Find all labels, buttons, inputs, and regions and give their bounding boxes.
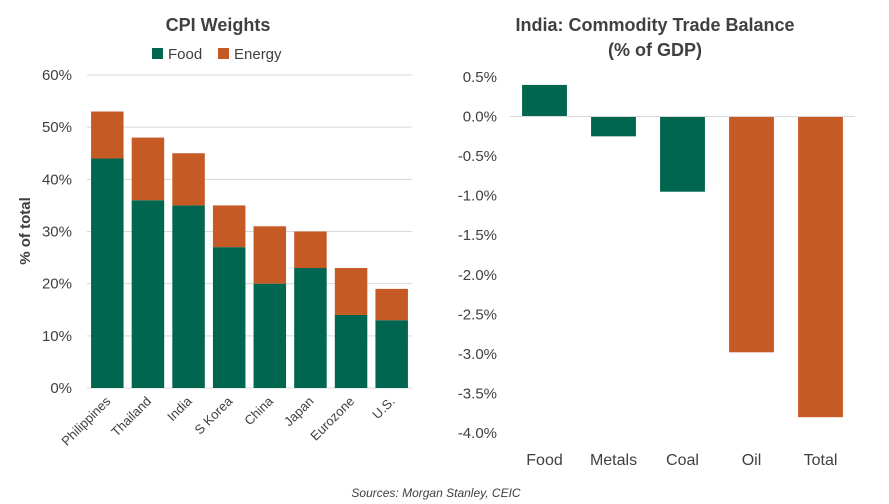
left-y-tick-label: 0%: [50, 380, 72, 397]
left-x-tick-label: Japan: [281, 394, 317, 430]
bar-food-s-korea: [212, 247, 246, 388]
legend-swatch-energy: [218, 48, 229, 59]
bar-metals: [591, 116, 636, 137]
left-chart-title: CPI Weights: [166, 15, 271, 35]
bar-energy-japan: [294, 231, 327, 269]
right-y-tick-label: -3.5%: [458, 385, 497, 402]
left-x-tick-label: Eurozone: [307, 394, 357, 444]
bar-energy-thailand: [131, 137, 165, 201]
left-x-tick-label: China: [241, 393, 276, 428]
right-y-tick-label: -1.5%: [458, 227, 497, 244]
right-y-tick-label: -4.0%: [458, 425, 497, 442]
left-bars: [91, 111, 408, 388]
india-trade-balance-chart: India: Commodity Trade Balance (% of GDP…: [458, 15, 855, 469]
bar-energy-philippines: [91, 111, 124, 159]
bar-food: [522, 84, 567, 117]
bar-food-philippines: [91, 158, 124, 388]
right-chart-subtitle: (% of GDP): [608, 40, 702, 60]
legend-label-energy: Energy: [234, 46, 282, 63]
legend-label-food: Food: [168, 46, 202, 63]
cpi-weights-chart: CPI Weights Food Energy % of total 0% 10%…: [17, 15, 412, 449]
right-x-tick-label: Food: [526, 452, 562, 469]
right-y-tick-label: -2.0%: [458, 267, 497, 284]
left-y-tick-label: 20%: [42, 276, 72, 293]
right-y-tick-label: -3.0%: [458, 346, 497, 363]
bar-food-eurozone: [334, 314, 368, 388]
right-y-tick-label: 0.0%: [463, 109, 497, 126]
bar-food-japan: [294, 268, 327, 388]
left-x-tick-label: Philippines: [58, 393, 113, 448]
bar-food-china: [253, 283, 287, 388]
left-x-tick-label: India: [164, 393, 195, 424]
right-x-tick-label: Total: [804, 452, 838, 469]
left-legend: Food Energy: [152, 46, 282, 63]
right-x-tick-labels: Food Metals Coal Oil Total: [526, 452, 837, 469]
right-x-tick-label: Metals: [590, 452, 637, 469]
right-y-tick-label: 0.5%: [463, 69, 497, 86]
right-y-ticks: 0.5% 0.0% -0.5% -1.0% -1.5% -2.0% -2.5% -3.0% -3…: [458, 69, 497, 442]
left-y-ticks: 0% 10% 20% 30% 40% 50% 60%: [42, 67, 72, 397]
left-y-tick-label: 50%: [42, 119, 72, 136]
left-x-tick-label: S Korea: [191, 393, 235, 437]
right-chart-title: India: Commodity Trade Balance: [515, 15, 794, 35]
bar-coal: [660, 116, 705, 192]
bar-energy-s-korea: [212, 205, 246, 248]
bar-total: [798, 116, 843, 418]
bar-food-u-s-: [375, 320, 408, 388]
bar-food-thailand: [131, 200, 165, 388]
left-x-tick-label: Thailand: [108, 394, 154, 440]
bar-energy-india: [172, 153, 205, 206]
right-y-tick-label: -0.5%: [458, 148, 497, 165]
left-y-tick-label: 10%: [42, 328, 72, 345]
left-y-tick-label: 40%: [42, 171, 72, 188]
bar-food-india: [172, 205, 205, 388]
legend-swatch-food: [152, 48, 163, 59]
left-x-tick-label: U.S.: [369, 394, 397, 422]
left-y-tick-label: 60%: [42, 67, 72, 84]
right-x-tick-label: Coal: [666, 452, 699, 469]
bar-energy-eurozone: [334, 268, 368, 315]
bar-energy-china: [253, 226, 287, 284]
left-y-axis-label: % of total: [17, 197, 34, 265]
source-note: Sources: Morgan Stanley, CEIC: [351, 486, 521, 500]
right-y-tick-label: -1.0%: [458, 188, 497, 205]
right-x-tick-label: Oil: [742, 452, 762, 469]
right-y-tick-label: -2.5%: [458, 306, 497, 323]
bar-oil: [729, 116, 774, 353]
right-bars: [522, 84, 843, 418]
bar-energy-u-s-: [375, 288, 408, 321]
left-y-tick-label: 30%: [42, 224, 72, 241]
